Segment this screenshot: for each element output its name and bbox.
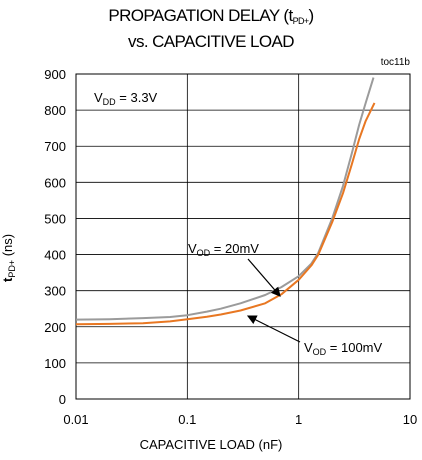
x-tick-label: 10 [403,412,417,427]
y-tick-label: 600 [44,175,66,190]
annotation-vdd: VDD = 3.3V [94,90,158,107]
x-axis-label: CAPACITIVE LOAD (nF) [139,437,283,452]
arrow-vod-20mv [247,258,281,297]
x-tick-label: 1 [295,412,302,427]
x-tick-label: 0.01 [63,412,88,427]
y-tick-label: 200 [44,320,66,335]
plot-frame [75,73,411,400]
y-tick-label: 900 [44,67,66,82]
y-tick-label: 700 [44,139,66,154]
series-line-vod-20mv [75,77,375,321]
x-tick-label: 0.1 [178,412,196,427]
chart-title-line-2: vs. CAPACITIVE LOAD [128,32,294,51]
chart-title-line-1: PROPAGATION DELAY (tPD+) [108,6,314,26]
arrow-vod-100mv [246,315,301,343]
annotation-vod-100mv: VOD = 100mV [304,340,383,357]
y-tick-label: 0 [59,392,66,407]
y-tick-label: 300 [44,284,66,299]
series-line-vod-100mv [75,102,376,326]
y-tick-label: 800 [44,103,66,118]
y-tick-label: 100 [44,356,66,371]
y-tick-label: 400 [44,248,66,263]
figure-id: toc11b [380,57,410,68]
annotation-vod-20mv: VOD = 20mV [188,241,259,258]
y-tick-label: 500 [44,211,66,226]
